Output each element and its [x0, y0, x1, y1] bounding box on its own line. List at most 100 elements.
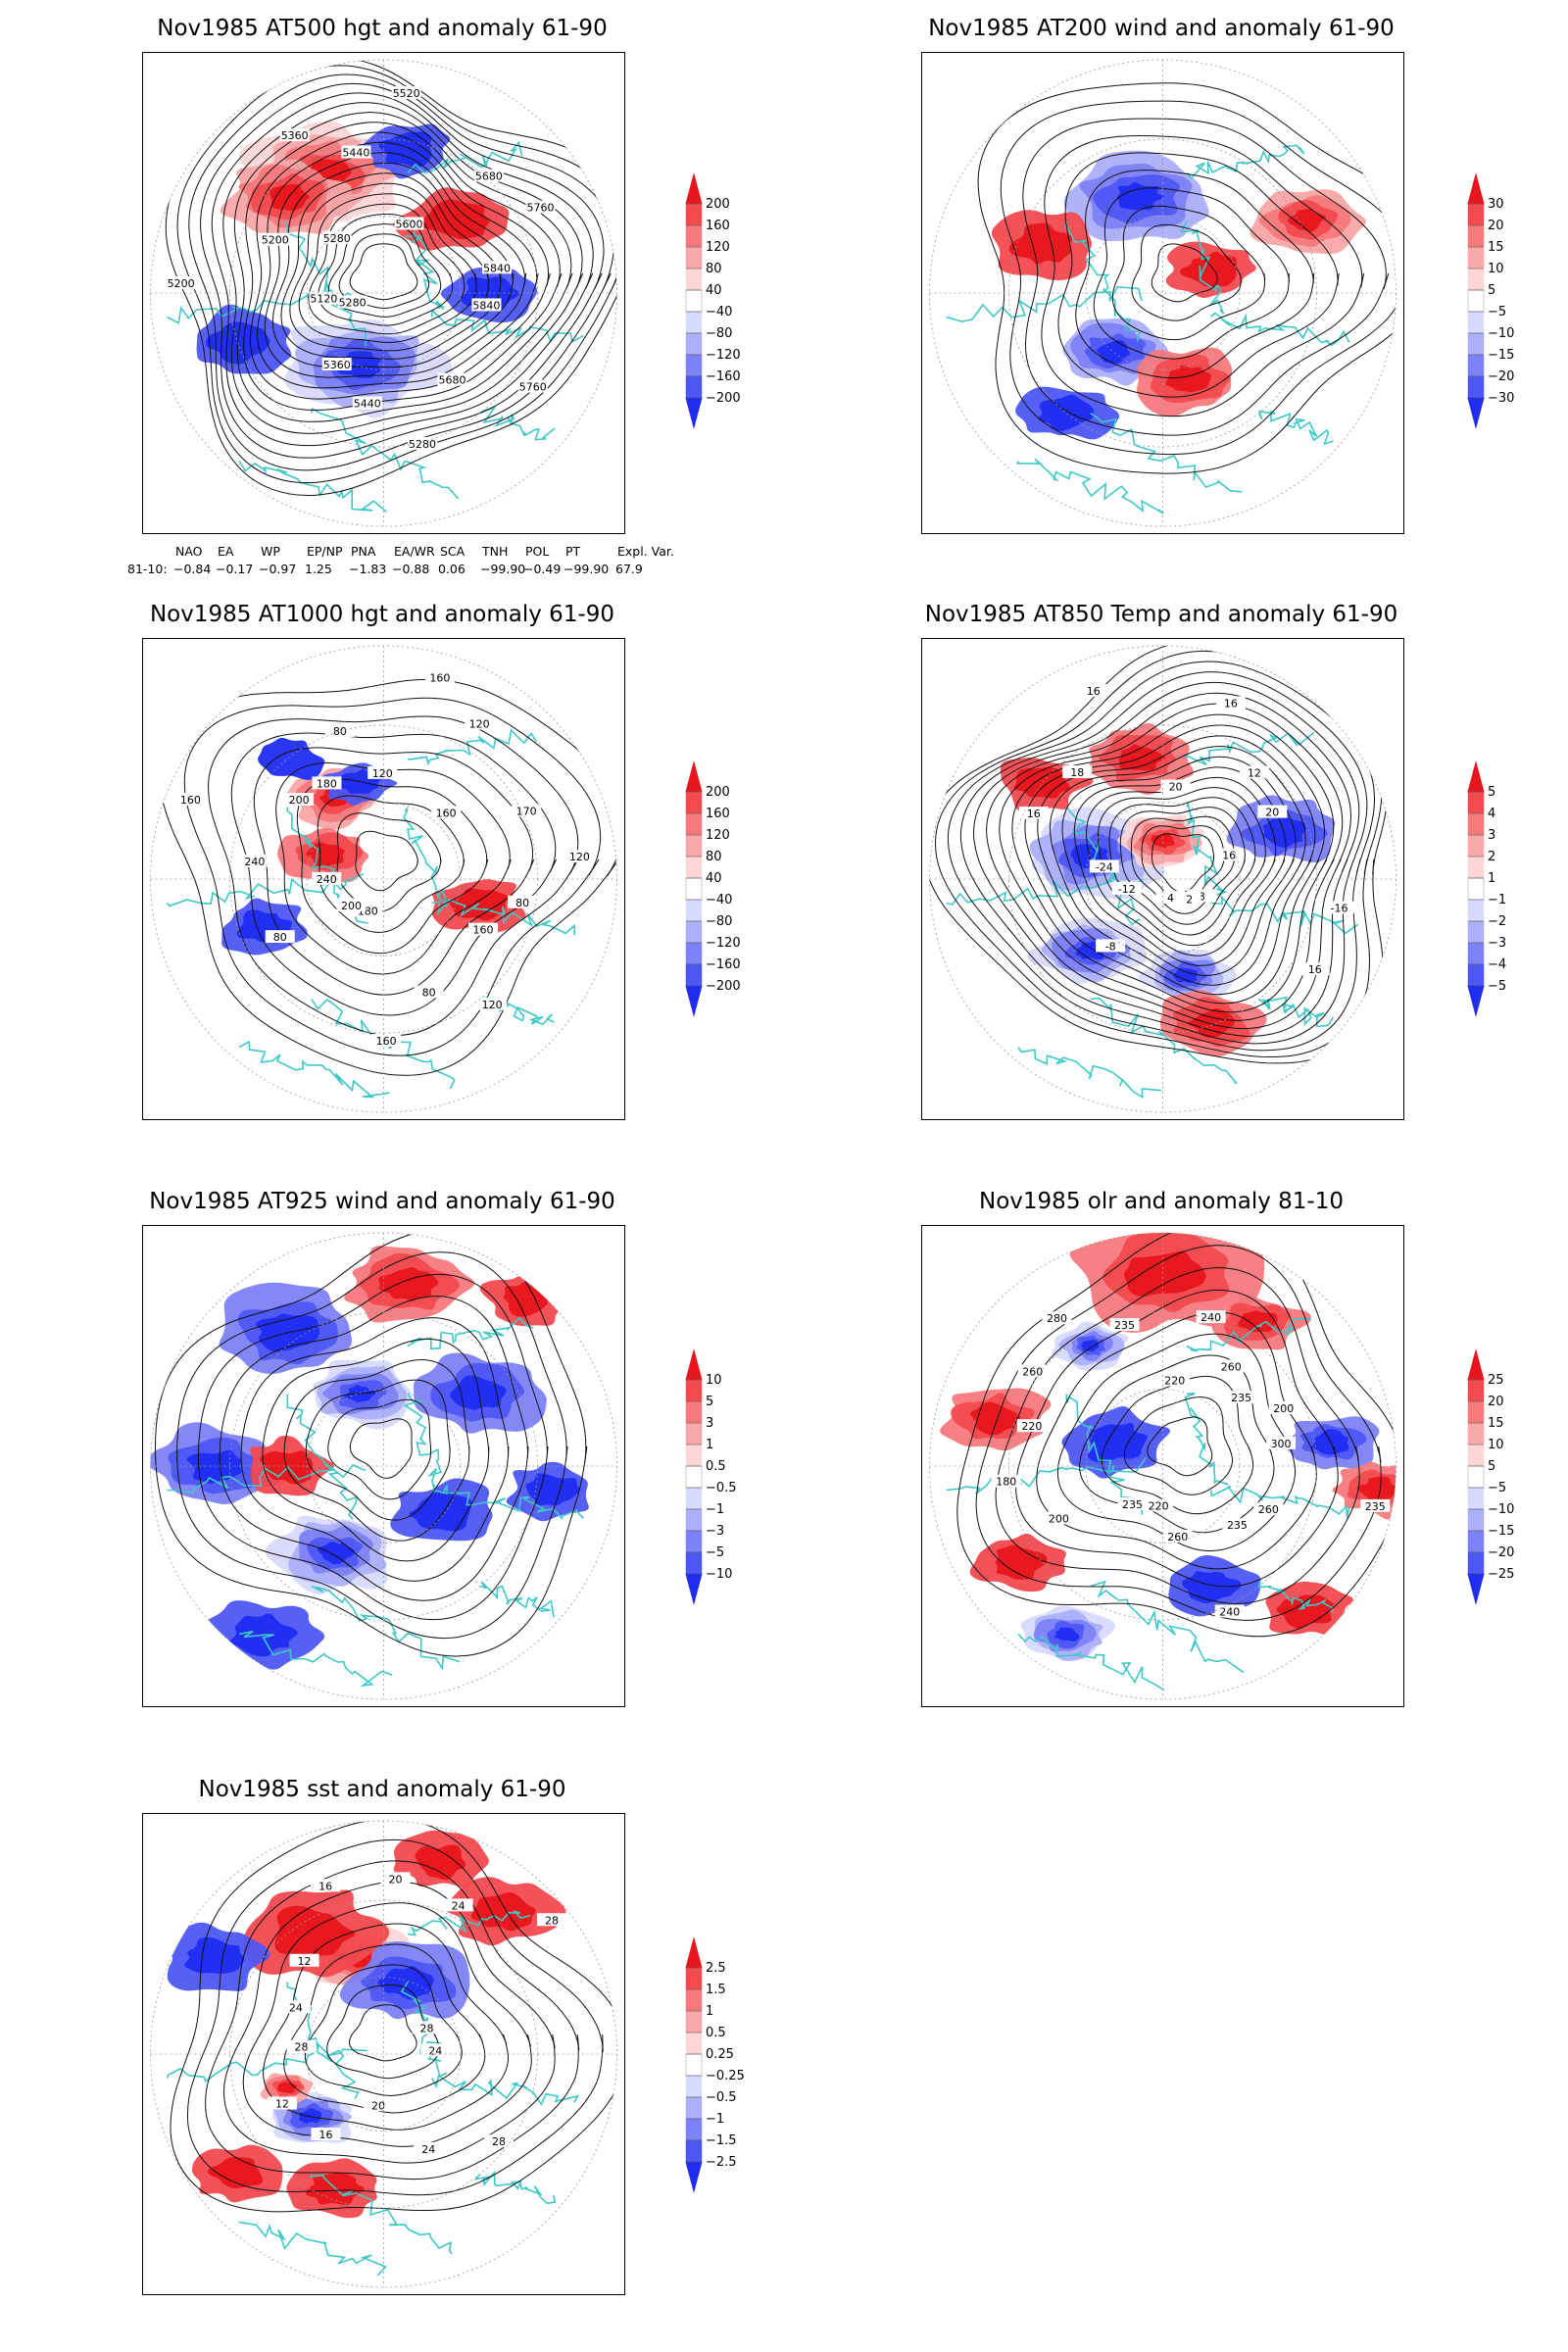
contour-label-bg: [265, 930, 295, 944]
negative-anomaly: [1081, 1340, 1101, 1351]
contour-label: 12: [1248, 767, 1261, 780]
contour-label: 235: [1231, 1392, 1251, 1404]
colorbar-label: −15: [1488, 348, 1514, 363]
colorbar-swatch: [685, 289, 703, 313]
colorbar-swatch: [1467, 1444, 1485, 1467]
contour-label: 5840: [483, 262, 511, 274]
colorbar-label: −3: [706, 1524, 724, 1539]
positive-anomaly: [1151, 832, 1176, 849]
colorbar-swatch: [685, 920, 703, 944]
negative-anomaly: [1097, 340, 1130, 364]
index-header: SCA: [440, 544, 466, 559]
index-value: 1.25: [305, 562, 332, 576]
contour-label: 260: [1258, 1503, 1279, 1516]
colorbar-swatch: [685, 332, 703, 356]
contour-label-bg: [1117, 1496, 1148, 1510]
panel-title: Nov1985 AT1000 hgt and anomaly 61-90: [149, 602, 615, 627]
index-value: −0.84: [173, 562, 212, 576]
contours: [170, 1821, 617, 2213]
polar-map: 24 28 24 20 16 12 28 24 12 16 20 24 28 28: [142, 1813, 625, 2295]
contour-label: 5360: [323, 359, 351, 371]
contour-label: 24: [421, 2143, 435, 2156]
contour-label-bg: [517, 379, 548, 393]
colorbar-swatch: [1467, 963, 1485, 987]
contour-label: 8: [1199, 890, 1205, 903]
polar-map: [142, 1225, 625, 1707]
negative-anomaly: [377, 1966, 434, 2000]
positive-anomaly: [208, 2156, 264, 2188]
contour-label: 16: [1087, 685, 1101, 698]
colorbar-label: −40: [706, 305, 732, 319]
contour-label: 20: [1265, 807, 1279, 819]
contour-label-bg: [1324, 901, 1354, 914]
contour-label-bg: [166, 276, 196, 290]
graticule: [150, 59, 617, 527]
colorbar-swatch: [685, 877, 703, 901]
contour-label-bg: [1078, 683, 1108, 697]
contour-label-bg: [279, 128, 310, 142]
negative-anomaly: [450, 1375, 507, 1410]
contour-label: 235: [1227, 1519, 1248, 1532]
colorbar-swatch: [685, 760, 703, 793]
colorbar-label: 3: [1488, 828, 1495, 843]
contour-label-bg: [1018, 807, 1049, 820]
colorbar-swatch: [1467, 397, 1485, 429]
index-header: EP/NP: [307, 544, 343, 559]
contour-label-bg: [280, 2000, 311, 2014]
colorbar-swatch: [1467, 1530, 1485, 1553]
contour-label-bg: [1062, 764, 1093, 778]
contour-label: 180: [317, 777, 337, 790]
contour-label-bg: [239, 854, 270, 867]
contour-label-bg: [477, 997, 508, 1010]
colorbar-svg: 5 4 3 2 1 −1 −2 −3 −4 −5: [1467, 760, 1506, 1017]
contours: [977, 82, 1396, 474]
negative-anomaly: [317, 1542, 356, 1565]
contour-label-bg: [364, 2098, 394, 2112]
colorbar-label: 5: [1488, 283, 1495, 298]
colorbar-label: −160: [706, 957, 741, 972]
index-value: −0.88: [392, 562, 430, 576]
colorbar-label: 1: [1488, 871, 1495, 886]
contour-label: 200: [289, 794, 310, 807]
colorbar-label: −30: [1488, 391, 1514, 406]
colorbar-swatch: [1467, 1422, 1485, 1446]
colorbar-swatch: [1467, 791, 1485, 814]
colorbar-swatch: [1467, 1379, 1485, 1402]
colorbar-label: 5: [1488, 785, 1495, 800]
contour-label: 16: [1222, 850, 1236, 862]
colorbar-swatch: [685, 2053, 703, 2077]
contour-label-bg: [1096, 939, 1126, 953]
colorbar-label: −80: [706, 914, 732, 929]
colorbar-label: 10: [1488, 262, 1504, 276]
colorbar-swatch: [1467, 289, 1485, 313]
contour-label-bg: [473, 169, 504, 182]
contour-label: -24: [1096, 860, 1113, 873]
contour-label-bg: [420, 2043, 451, 2057]
contour-label: 235: [1122, 1498, 1143, 1511]
contours: [159, 678, 617, 1076]
contour-label-bg: [352, 396, 382, 410]
contour-label-bg: [414, 985, 444, 999]
colorbar-label: −1: [706, 2112, 724, 2127]
contour-label-bg: [289, 1953, 319, 1967]
contour-label: 5120: [310, 293, 337, 306]
colorbar-swatch: [685, 2032, 703, 2055]
contour-label-bg: [414, 2141, 444, 2155]
colorbar-svg: 2.5 1.5 1 0.5 0.25 −0.25 −0.5 −1 −1.5 −2.5: [685, 1936, 745, 2193]
colorbar-label: −120: [706, 936, 741, 951]
contour-label-bg: [1215, 696, 1246, 710]
colorbar-swatch: [1467, 1465, 1485, 1489]
contour-label-bg: [536, 1913, 566, 1927]
contour-label-bg: [368, 765, 398, 779]
contour-label: 12: [275, 2097, 289, 2110]
negative-anomaly: [1054, 1627, 1080, 1642]
colorbar-label: 0.5: [706, 2026, 726, 2040]
contour-label: 160: [180, 794, 201, 807]
colorbar-swatch: [685, 834, 703, 858]
colorbar-swatch: [1467, 1348, 1485, 1381]
map-svg: [150, 1232, 617, 1700]
colorbar-label: 10: [1488, 1438, 1504, 1452]
negative-anomaly: [1173, 967, 1199, 984]
positive-anomaly: [1180, 251, 1238, 287]
